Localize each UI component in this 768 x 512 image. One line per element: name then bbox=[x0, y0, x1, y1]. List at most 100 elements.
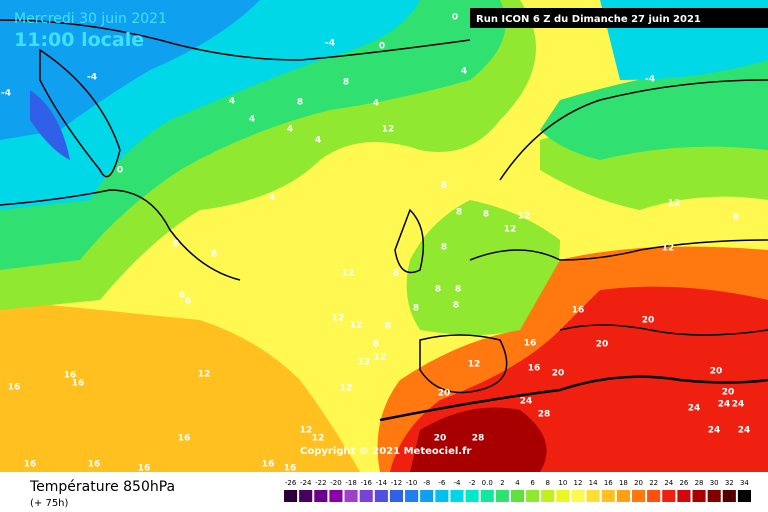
contour-label: 12 bbox=[340, 384, 353, 394]
legend-label: -6 bbox=[438, 479, 446, 487]
contour-label: 4 bbox=[229, 97, 235, 107]
legend-swatch bbox=[405, 490, 419, 502]
legend-label: -2 bbox=[469, 479, 476, 487]
contour-label: 8 bbox=[393, 269, 399, 279]
coast-alps bbox=[559, 324, 768, 336]
legend-label: 12 bbox=[574, 479, 583, 487]
legend-swatch bbox=[601, 490, 615, 502]
legend-swatch bbox=[556, 490, 570, 502]
legend-label: 24 bbox=[664, 479, 673, 487]
contour-label: 8 bbox=[211, 250, 217, 260]
legend-label: 14 bbox=[589, 479, 598, 487]
legend-label: -26 bbox=[285, 479, 297, 487]
contour-label: 8 bbox=[483, 210, 489, 220]
legend-swatch bbox=[631, 490, 646, 502]
contour-label: 8 bbox=[385, 322, 391, 332]
zone-4b bbox=[540, 60, 768, 160]
legend-label: 34 bbox=[740, 479, 749, 487]
legend-label: -16 bbox=[360, 479, 372, 487]
legend-label: -20 bbox=[330, 479, 341, 487]
contour-label: 4 bbox=[315, 136, 321, 146]
contour-label: -4 bbox=[87, 73, 97, 83]
contour-label: 0 bbox=[379, 42, 385, 52]
contour-label: 8 bbox=[343, 78, 349, 88]
legend-label: 18 bbox=[619, 479, 628, 487]
legend-swatch bbox=[647, 490, 661, 502]
contour-label: -4 bbox=[325, 39, 335, 49]
coast-greenland bbox=[39, 48, 121, 178]
legend-swatch bbox=[571, 490, 585, 502]
legend-swatch bbox=[586, 490, 600, 502]
legend-swatch bbox=[526, 490, 540, 502]
legend-label: 10 bbox=[558, 479, 567, 487]
contour-label: 12 bbox=[300, 426, 313, 436]
contour-label: 24 bbox=[718, 400, 731, 410]
run-info: Run ICON 6 Z du Dimanche 27 juin 2021 bbox=[476, 14, 701, 25]
contour-label: 4 bbox=[373, 99, 379, 109]
contour-label: 0 bbox=[452, 13, 458, 23]
legend-swatch bbox=[450, 490, 464, 502]
contour-label: 16 bbox=[138, 464, 151, 474]
legend-swatch bbox=[722, 490, 736, 502]
contour-label: 20 bbox=[642, 316, 655, 326]
contour-label: 8 bbox=[733, 213, 739, 223]
contour-label: -4 bbox=[645, 75, 655, 85]
legend-swatch bbox=[616, 490, 630, 502]
contour-label: 12 bbox=[198, 370, 211, 380]
contour-label: 16 bbox=[88, 460, 101, 470]
contour-label: 28 bbox=[472, 434, 485, 444]
legend-label: 4 bbox=[515, 479, 520, 487]
legend-label: 2 bbox=[500, 479, 504, 487]
legend: -26 -24 -22 -20 -18 -16 -14 -12 -10 -8 -6 -4 -2 0.0 2 4… bbox=[284, 479, 751, 502]
contour-label: 0 bbox=[117, 166, 123, 176]
coast-europe-north bbox=[469, 239, 768, 261]
footer-subtitle: (+ 75h) bbox=[30, 498, 69, 509]
contour-label: 4 bbox=[269, 193, 275, 203]
legend-swatch bbox=[420, 490, 434, 502]
coast-arctic bbox=[0, 19, 471, 61]
date: Mercredi 30 juin 2021 bbox=[14, 11, 167, 27]
contour-label: 12 bbox=[312, 434, 325, 444]
contour-label: 12 bbox=[504, 225, 517, 235]
contour-label: 8 bbox=[373, 340, 379, 350]
contour-label: 8 bbox=[441, 181, 447, 191]
contour-label: 8 bbox=[413, 304, 419, 314]
contour-label: 8 bbox=[179, 291, 185, 301]
legend-swatch bbox=[359, 490, 373, 502]
contour-label: 16 bbox=[64, 371, 77, 381]
legend-label: 30 bbox=[710, 479, 719, 487]
contour-label: 4 bbox=[249, 115, 255, 125]
legend-label: 20 bbox=[634, 479, 643, 487]
legend-swatch bbox=[510, 490, 525, 502]
contour-label: 16 bbox=[524, 339, 537, 349]
legend-swatch bbox=[465, 490, 479, 502]
contour-label: 8 bbox=[297, 98, 303, 108]
contour-label: 8 bbox=[441, 243, 447, 253]
legend-label: 28 bbox=[695, 479, 704, 487]
legend-swatch bbox=[541, 490, 555, 502]
legend-label: -10 bbox=[406, 479, 417, 487]
zone-neg4 bbox=[0, 0, 260, 140]
contour-label: 12 bbox=[350, 321, 363, 331]
legend-swatch bbox=[389, 490, 404, 502]
contour-label: 16 bbox=[24, 460, 37, 470]
contour-label: 4 bbox=[287, 125, 293, 135]
contour-label: 16 bbox=[178, 434, 191, 444]
contour-label: 12 bbox=[668, 199, 681, 209]
legend-swatch bbox=[284, 490, 298, 502]
contour-label: 8 bbox=[456, 208, 462, 218]
contour-label: 12 bbox=[374, 353, 387, 363]
contour-label: 12 bbox=[358, 358, 371, 368]
time: 11:00 locale bbox=[14, 29, 144, 51]
legend-label: -4 bbox=[453, 479, 461, 487]
contour-label: 12 bbox=[382, 125, 395, 135]
run-box bbox=[470, 8, 768, 28]
contour-label: 24 bbox=[520, 397, 533, 407]
contour-label: 16 bbox=[528, 364, 541, 374]
legend-label: 22 bbox=[649, 479, 658, 487]
legend-label: 16 bbox=[604, 479, 613, 487]
contour-label: 20 bbox=[722, 388, 735, 398]
contour-label: 16 bbox=[8, 383, 21, 393]
contour-label: 16 bbox=[262, 460, 275, 470]
contour-label: 24 bbox=[708, 426, 721, 436]
